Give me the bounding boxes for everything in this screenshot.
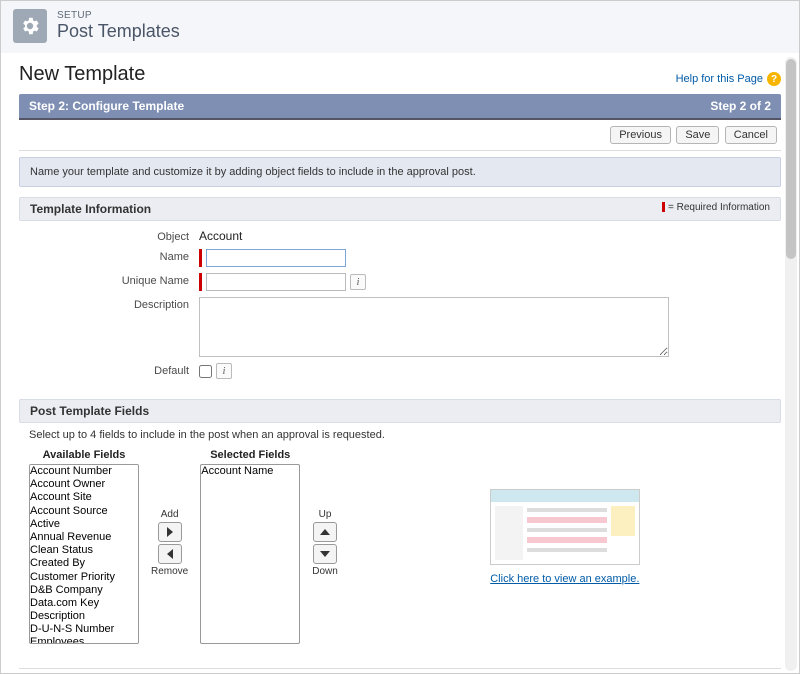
label-default: Default bbox=[29, 363, 199, 377]
available-title: Available Fields bbox=[43, 449, 126, 461]
previous-button[interactable]: Previous bbox=[610, 126, 671, 144]
required-mark-icon bbox=[199, 249, 202, 267]
default-checkbox[interactable] bbox=[199, 365, 212, 378]
selected-fields-select[interactable]: Account Name bbox=[200, 464, 300, 644]
header-title: Post Templates bbox=[57, 21, 180, 42]
example-thumbnail[interactable] bbox=[490, 489, 640, 565]
add-label: Add bbox=[161, 509, 179, 520]
selected-column: Selected Fields Account Name bbox=[200, 449, 300, 644]
list-item[interactable]: Active bbox=[30, 518, 138, 531]
form-table: Object Account Name Unique Name i De bbox=[19, 221, 781, 389]
up-button[interactable] bbox=[313, 522, 337, 542]
available-fields-select[interactable]: Account NumberAccount OwnerAccount SiteA… bbox=[29, 464, 139, 644]
list-item[interactable]: Account Number bbox=[30, 465, 138, 478]
header-eyebrow: SETUP bbox=[57, 10, 180, 21]
info-icon[interactable]: i bbox=[350, 274, 366, 290]
example-link[interactable]: Click here to view an example. bbox=[490, 573, 639, 585]
gear-icon bbox=[13, 9, 47, 43]
step-bar: Step 2: Configure Template Step 2 of 2 bbox=[19, 94, 781, 120]
selected-title: Selected Fields bbox=[210, 449, 290, 461]
label-description: Description bbox=[29, 297, 199, 311]
fields-instruction: Select up to 4 fields to include in the … bbox=[19, 423, 781, 449]
section-post-fields: Post Template Fields bbox=[19, 399, 781, 423]
required-mark-icon bbox=[199, 273, 202, 291]
button-row-bottom: Previous Save Cancel bbox=[19, 668, 781, 669]
step-progress: Step 2 of 2 bbox=[710, 99, 771, 113]
up-down-column: Up Down bbox=[312, 449, 338, 577]
remove-button[interactable] bbox=[158, 544, 182, 564]
header-text: SETUP Post Templates bbox=[57, 10, 180, 42]
content-area: New Template Help for this Page ? Step 2… bbox=[1, 53, 799, 669]
list-item[interactable]: Annual Revenue bbox=[30, 531, 138, 544]
section-post-fields-title: Post Template Fields bbox=[30, 404, 149, 418]
list-item[interactable]: Account Name bbox=[201, 465, 299, 478]
info-icon[interactable]: i bbox=[216, 363, 232, 379]
list-item[interactable]: Data.com Key bbox=[30, 597, 138, 610]
section-template-info-title: Template Information bbox=[30, 202, 151, 216]
list-item[interactable]: Description bbox=[30, 610, 138, 623]
dual-list: Available Fields Account NumberAccount O… bbox=[19, 449, 781, 654]
list-item[interactable]: Created By bbox=[30, 557, 138, 570]
add-remove-column: Add Remove bbox=[151, 449, 188, 577]
step-label: Step 2: Configure Template bbox=[29, 99, 184, 113]
name-input[interactable] bbox=[206, 249, 346, 267]
setup-header: SETUP Post Templates bbox=[1, 1, 799, 53]
help-link[interactable]: Help for this Page ? bbox=[676, 72, 781, 86]
label-name: Name bbox=[29, 249, 199, 263]
instruction-bar: Name your template and customize it by a… bbox=[19, 157, 781, 187]
down-label: Down bbox=[312, 566, 338, 577]
remove-label: Remove bbox=[151, 566, 188, 577]
value-object: Account bbox=[199, 229, 242, 243]
list-item[interactable]: Account Site bbox=[30, 491, 138, 504]
page-title-row: New Template Help for this Page ? bbox=[19, 63, 781, 86]
list-item[interactable]: Employees bbox=[30, 636, 138, 644]
list-item[interactable]: Account Source bbox=[30, 505, 138, 518]
label-unique-name: Unique Name bbox=[29, 273, 199, 287]
save-button[interactable]: Save bbox=[676, 126, 719, 144]
list-item[interactable]: Account Owner bbox=[30, 478, 138, 491]
example-column: Click here to view an example. bbox=[490, 449, 640, 585]
required-note: = Required Information bbox=[662, 202, 770, 216]
add-button[interactable] bbox=[158, 522, 182, 542]
app-window: SETUP Post Templates New Template Help f… bbox=[0, 0, 800, 674]
help-icon: ? bbox=[767, 72, 781, 86]
list-item[interactable]: Customer Priority bbox=[30, 571, 138, 584]
unique-name-input[interactable] bbox=[206, 273, 346, 291]
description-textarea[interactable] bbox=[199, 297, 669, 357]
up-label: Up bbox=[319, 509, 332, 520]
list-item[interactable]: Clean Status bbox=[30, 544, 138, 557]
page-title: New Template bbox=[19, 63, 145, 86]
help-link-label: Help for this Page bbox=[676, 73, 763, 85]
section-template-info: Template Information = Required Informat… bbox=[19, 197, 781, 221]
button-row-top: Previous Save Cancel bbox=[19, 120, 781, 151]
down-button[interactable] bbox=[313, 544, 337, 564]
required-mark-icon bbox=[662, 202, 665, 212]
list-item[interactable]: D&B Company bbox=[30, 584, 138, 597]
available-column: Available Fields Account NumberAccount O… bbox=[29, 449, 139, 644]
list-item[interactable]: D-U-N-S Number bbox=[30, 623, 138, 636]
cancel-button[interactable]: Cancel bbox=[725, 126, 777, 144]
label-object: Object bbox=[29, 229, 199, 243]
